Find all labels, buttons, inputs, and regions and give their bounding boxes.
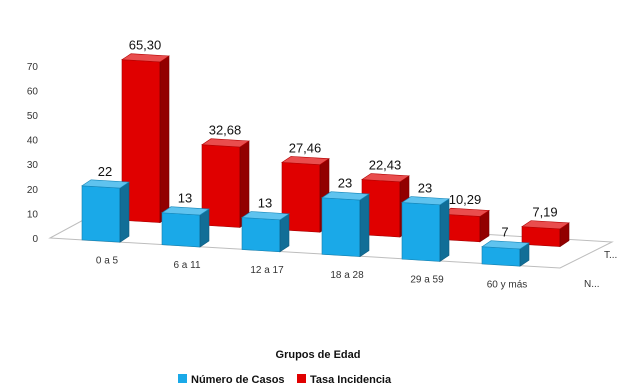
x-tick-label: 29 a 59 [410, 275, 444, 286]
bar-side-face [199, 208, 210, 248]
bar-top-face [241, 211, 290, 221]
bar-front-face [321, 197, 361, 257]
bar-top-face [121, 53, 170, 63]
y-axis: 0 10 20 30 40 50 60 70 [27, 62, 39, 245]
data-label-numero-de-casos-18-a-28: 23 [338, 176, 352, 191]
data-label-tasa-incidencia-60-y-mas: 7,19 [532, 205, 557, 220]
data-label-tasa-incidencia-12-a-17: 27,46 [289, 140, 322, 155]
bar-front-face [81, 185, 121, 243]
bar-top-face [281, 156, 330, 165]
data-label-tasa-incidencia-0-a-5: 65,30 [129, 38, 162, 53]
bar-numero-de-casos-12-a-17 [241, 211, 290, 253]
depth-axis-label: N... [584, 279, 600, 290]
y-tick-label: 50 [27, 111, 39, 122]
legend-swatch-numero-de-casos [178, 374, 187, 383]
bar-side-face [119, 181, 130, 243]
bar-numero-de-casos-0-a-5 [81, 179, 130, 243]
bar-numero-de-casos-29-a-59 [401, 196, 450, 262]
y-tick-label: 10 [27, 209, 39, 220]
legend-label-numero-de-casos: Número de Casos [191, 374, 285, 386]
x-tick-label: 18 a 28 [330, 270, 364, 281]
data-label-numero-de-casos-29-a-59: 23 [418, 181, 432, 196]
bar-front-face [161, 212, 201, 248]
data-label-tasa-incidencia-6-a-11: 32,68 [209, 123, 242, 138]
bar-side-face [359, 193, 370, 258]
data-label-tasa-incidencia-29-a-59: 10,29 [449, 192, 482, 207]
bar-tasa-incidencia-60-y-mas [521, 220, 570, 248]
bar-side-face [439, 198, 450, 262]
bar-numero-de-casos-6-a-11 [161, 206, 210, 248]
bar-top-face [361, 173, 410, 183]
bar-top-face [521, 220, 570, 230]
data-label-numero-de-casos-12-a-17: 13 [258, 196, 272, 211]
bar-top-face [161, 206, 210, 216]
bar-numero-de-casos-60-y-mas [481, 240, 530, 267]
data-label-numero-de-casos-0-a-5: 22 [98, 164, 112, 179]
bar-front-face [241, 217, 281, 253]
y-tick-label: 40 [27, 136, 39, 147]
bar-top-face [481, 240, 530, 250]
x-axis-title: Grupos de Edad [276, 349, 361, 361]
bar-top-face [81, 179, 130, 189]
data-label-numero-de-casos-6-a-11: 13 [178, 191, 192, 206]
x-tick-label: 12 a 17 [250, 265, 284, 276]
depth-axis-label: T... [604, 250, 617, 261]
bar-numero-de-casos-18-a-28 [321, 191, 370, 258]
depth-axis: T... N... [584, 250, 617, 290]
bar-tasa-incidencia-29-a-59 [441, 207, 490, 243]
bar-front-face [481, 246, 521, 267]
bar-side-face [159, 55, 170, 224]
x-axis: 0 a 5 6 a 11 12 a 17 18 a 28 29 a 59 60 y más [96, 255, 527, 290]
y-tick-label: 70 [27, 62, 39, 73]
bar-tasa-incidencia-6-a-11 [201, 138, 250, 228]
x-tick-label: 60 y más [487, 279, 528, 290]
y-tick-label: 30 [27, 160, 39, 171]
x-tick-label: 0 a 5 [96, 255, 119, 266]
legend-swatch-tasa-incidencia [297, 374, 306, 383]
y-tick-label: 20 [27, 185, 39, 196]
y-tick-label: 0 [32, 234, 38, 245]
x-tick-label: 6 a 11 [173, 260, 200, 271]
legend-label-tasa-incidencia: Tasa Incidencia [310, 374, 392, 386]
legend: Número de Casos Tasa Incidencia [178, 374, 392, 386]
bar-top-face [321, 191, 370, 201]
bar-front-face [401, 202, 441, 262]
data-label-tasa-incidencia-18-a-28: 22,43 [369, 158, 402, 173]
bar-top-face [201, 138, 250, 148]
bar-side-face [279, 213, 290, 253]
y-tick-label: 60 [27, 86, 39, 97]
bars: 65,30 32,68 27,46 22,43 10,29 7,19 22 13 13 23 23 7 [81, 38, 570, 267]
bar-top-face [401, 196, 450, 206]
data-label-numero-de-casos-60-y-mas: 7 [501, 225, 508, 240]
bar-tasa-incidencia-0-a-5 [121, 53, 170, 224]
